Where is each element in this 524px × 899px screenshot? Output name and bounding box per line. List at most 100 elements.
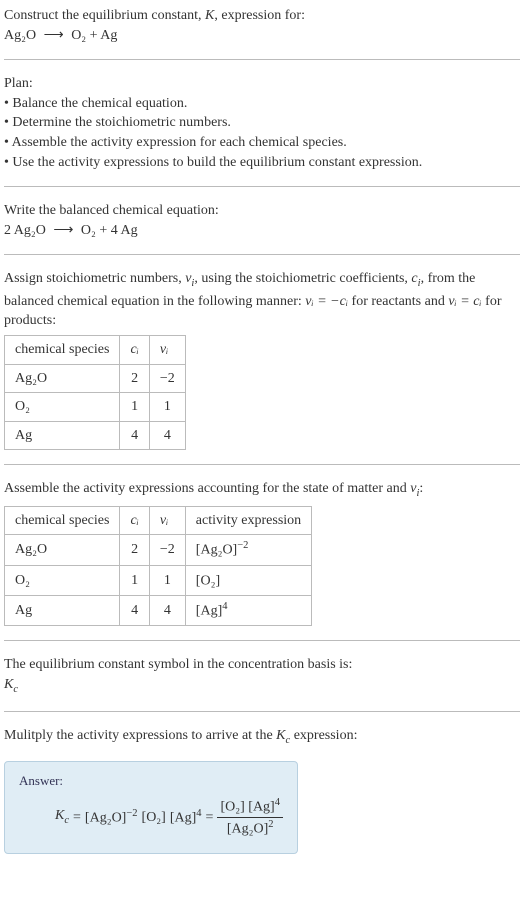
table-row: O₂ 1 1 [O₂] (5, 565, 312, 595)
cell-ci: 2 (120, 535, 149, 565)
stoich-block: Assign stoichiometric numbers, νi, using… (4, 269, 520, 450)
cell-nui: 1 (149, 565, 185, 595)
table-row: Ag₂O 2 −2 (5, 364, 186, 393)
divider (4, 186, 520, 187)
answer-box: Answer: Kc = [Ag₂O]−2 [O₂] [Ag]4 = [O₂] … (4, 761, 298, 855)
nui-label: νᵢ (160, 342, 168, 357)
divider (4, 640, 520, 641)
relation-products: νᵢ = cᵢ (448, 294, 481, 309)
cell-ci: 1 (120, 565, 149, 595)
num-part2-base: [Ag] (248, 800, 274, 815)
ci-label: cᵢ (130, 342, 138, 357)
eq-rhs: O₂ + Ag (71, 28, 117, 43)
cell-ci: 4 (120, 595, 149, 625)
den-exp: 2 (268, 819, 273, 830)
act-base: [Ag] (196, 604, 222, 619)
text: Assemble the activity expressions accoun… (4, 481, 410, 496)
cell-species: Ag₂O (5, 535, 120, 565)
relation-reactants: νᵢ = −cᵢ (305, 294, 348, 309)
divider (4, 464, 520, 465)
plan-item: • Determine the stoichiometric numbers. (4, 113, 520, 133)
multiply-block: Mulitply the activity expressions to arr… (4, 726, 520, 748)
fraction: [O₂] [Ag]4 [Ag₂O]2 (217, 796, 283, 840)
col-activity: activity expression (185, 506, 311, 535)
activity-intro: Assemble the activity expressions accoun… (4, 479, 520, 501)
Kc-sub: c (13, 684, 18, 695)
prompt-block: Construct the equilibrium constant, K, e… (4, 6, 520, 45)
act-exp: −2 (237, 540, 248, 551)
cell-activity: [Ag]4 (185, 595, 311, 625)
ci-label: cᵢ (130, 513, 138, 528)
term3: [Ag]4 (170, 807, 202, 828)
text: , using the stoichiometric coefficients, (194, 271, 411, 286)
text: : (419, 481, 423, 496)
stoich-table: chemical species cᵢ νᵢ Ag₂O 2 −2 O₂ 1 1 … (4, 335, 186, 450)
exp: 4 (196, 808, 201, 819)
plan-block: Plan: • Balance the chemical equation. •… (4, 74, 520, 172)
eq-rhs: O₂ + 4 Ag (81, 223, 138, 238)
cell-activity: [O₂] (185, 565, 311, 595)
prompt-equation: Ag₂O ⟶ O₂ + Ag (4, 26, 520, 46)
plan-item: • Balance the chemical equation. (4, 94, 520, 114)
symbol-line1: The equilibrium constant symbol in the c… (4, 655, 520, 675)
cell-species: O₂ (5, 393, 120, 422)
num-part2-exp: 4 (275, 797, 280, 808)
col-nui: νᵢ (149, 336, 185, 365)
multiply-intro: Mulitply the activity expressions to arr… (4, 726, 520, 748)
nui-label: νᵢ (160, 513, 168, 528)
cell-activity: [Ag₂O]−2 (185, 535, 311, 565)
table-header-row: chemical species cᵢ νᵢ (5, 336, 186, 365)
base: [Ag₂O] (85, 811, 126, 826)
table-header-row: chemical species cᵢ νᵢ activity expressi… (5, 506, 312, 535)
table-row: O₂ 1 1 (5, 393, 186, 422)
text: Mulitply the activity expressions to arr… (4, 728, 276, 743)
base: [Ag] (170, 811, 196, 826)
eq-arrow: ⟶ (49, 223, 77, 238)
term1: [Ag₂O]−2 (85, 807, 138, 828)
table-row: Ag 4 4 (5, 421, 186, 450)
Kc-sub: c (64, 815, 69, 826)
plan-item: • Use the activity expressions to build … (4, 153, 520, 173)
eq-lhs: 2 Ag₂O (4, 223, 46, 238)
balanced-block: Write the balanced chemical equation: 2 … (4, 201, 520, 240)
col-nui: νᵢ (149, 506, 185, 535)
term2: [O₂] (142, 808, 166, 828)
cell-species: Ag (5, 421, 120, 450)
act-exp: 4 (222, 601, 227, 612)
cell-ci: 1 (120, 393, 149, 422)
num-part1: [O₂] (220, 800, 248, 815)
numerator: [O₂] [Ag]4 (217, 796, 283, 818)
exp: −2 (126, 808, 137, 819)
den-base: [Ag₂O] (227, 822, 268, 837)
K-symbol: K (4, 677, 13, 692)
cell-species: O₂ (5, 565, 120, 595)
cell-nui: −2 (149, 364, 185, 393)
cell-species: Ag (5, 595, 120, 625)
answer-equation: Kc = [Ag₂O]−2 [O₂] [Ag]4 = [O₂] [Ag]4 [A… (19, 796, 283, 840)
act-base: [Ag₂O] (196, 543, 237, 558)
equals: = (206, 808, 214, 828)
symbol-block: The equilibrium constant symbol in the c… (4, 655, 520, 697)
divider (4, 711, 520, 712)
activity-table: chemical species cᵢ νᵢ activity expressi… (4, 506, 312, 626)
prompt-post: , expression for: (214, 8, 305, 23)
table-row: Ag 4 4 [Ag]4 (5, 595, 312, 625)
denominator: [Ag₂O]2 (224, 818, 277, 839)
cell-nui: 4 (149, 421, 185, 450)
K-symbol: K (205, 8, 214, 23)
K-symbol: K (55, 808, 64, 823)
balanced-intro: Write the balanced chemical equation: (4, 201, 520, 221)
cell-ci: 4 (120, 421, 149, 450)
prompt-pre: Construct the equilibrium constant, (4, 8, 205, 23)
act-base: [O₂] (196, 573, 220, 588)
prompt-line1: Construct the equilibrium constant, K, e… (4, 6, 520, 26)
symbol-Kc: Kc (4, 675, 520, 697)
balanced-equation: 2 Ag₂O ⟶ O₂ + 4 Ag (4, 221, 520, 241)
divider (4, 59, 520, 60)
cell-nui: 4 (149, 595, 185, 625)
col-ci: cᵢ (120, 336, 149, 365)
plan-title: Plan: (4, 74, 520, 94)
Kc: Kc (55, 806, 69, 828)
col-species: chemical species (5, 336, 120, 365)
equals: = (73, 808, 81, 828)
